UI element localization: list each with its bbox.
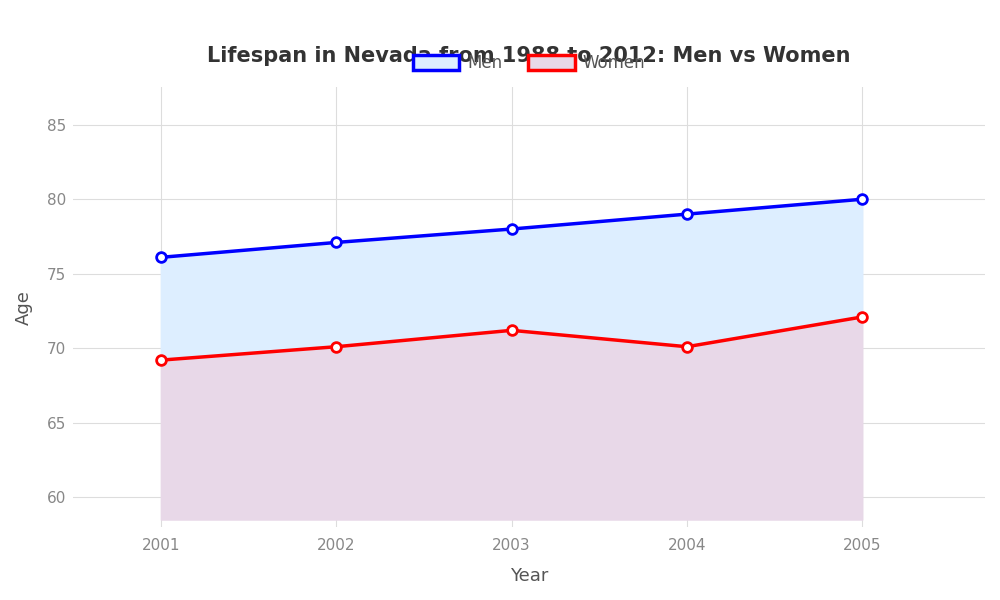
Title: Lifespan in Nevada from 1988 to 2012: Men vs Women: Lifespan in Nevada from 1988 to 2012: Me… <box>207 46 851 67</box>
Legend: Men, Women: Men, Women <box>406 47 652 79</box>
X-axis label: Year: Year <box>510 567 548 585</box>
Y-axis label: Age: Age <box>15 290 33 325</box>
